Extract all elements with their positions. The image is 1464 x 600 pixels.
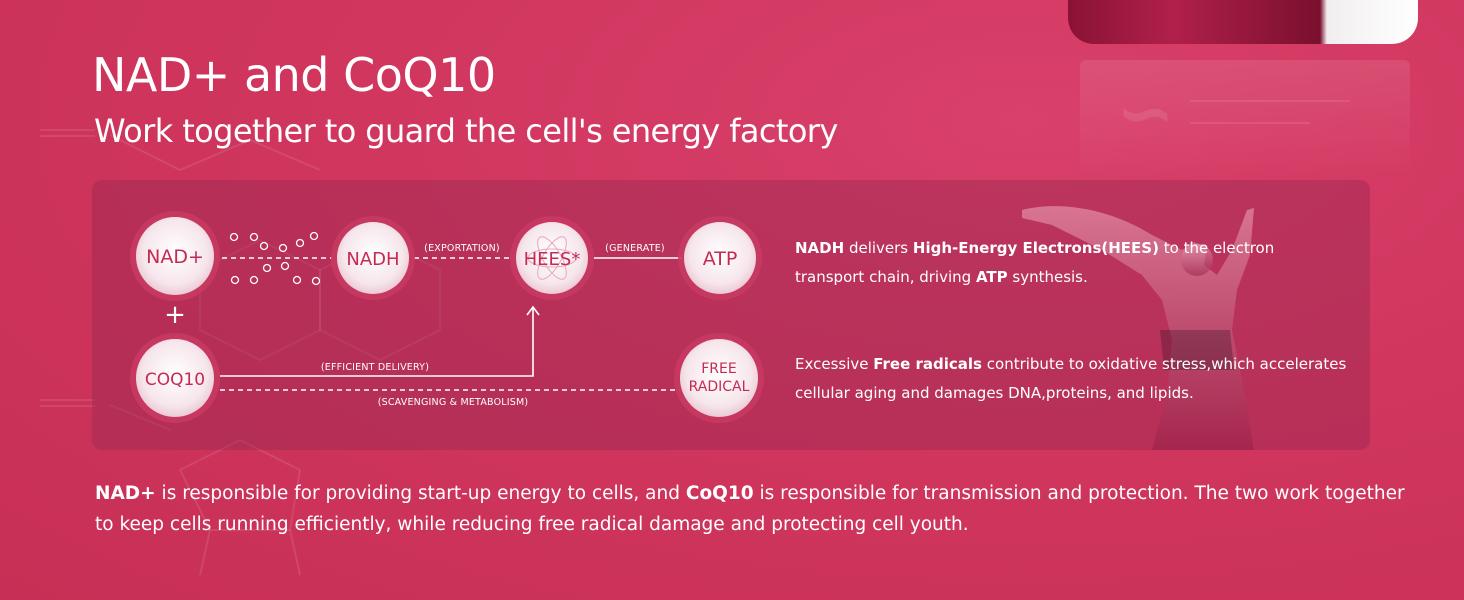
coq10-to-hees-arrowhead <box>526 305 540 316</box>
energy-pathway-diagram: NAD+ + COQ10 NADH HEES* ATP <box>130 211 764 423</box>
coq10-node: COQ10 <box>130 333 220 423</box>
atom-icon <box>527 236 577 280</box>
generate-label: (GENERATE) <box>605 243 665 254</box>
hees-node-label: HEES* <box>524 249 581 270</box>
coq10-node-label: COQ10 <box>145 370 205 390</box>
nadh-node-label: NADH <box>346 249 399 270</box>
page-subtitle: Work together to guard the cell's energy… <box>94 112 838 150</box>
atp-node: ATP <box>678 216 762 300</box>
diagram-panel: NAD+ + COQ10 NADH HEES* ATP <box>92 180 1370 450</box>
nad-node-label: NAD+ <box>146 246 204 268</box>
product-bottle <box>1068 0 1418 44</box>
page-title: NAD+ and CoQ10 <box>92 48 496 102</box>
nad-node: NAD+ <box>130 211 220 301</box>
free-radical-label-line1: FREE <box>701 361 736 377</box>
bottle-reflection: ∽ <box>1080 60 1410 180</box>
efficient-delivery-label: (EFFICIENT DELIVERY) <box>321 362 429 373</box>
nadh-description: NADH delivers High-Energy Electrons(HEES… <box>795 239 1275 286</box>
plus-sign: + <box>164 300 186 330</box>
free-radical-description: Excessive Free radicals contribute to ox… <box>795 355 1347 402</box>
coq10-to-hees-line <box>220 308 534 377</box>
dancer-image <box>1022 206 1254 450</box>
bottle-reflection-mark: ∽ <box>1116 72 1175 154</box>
exportation-label: (EXPORTATION) <box>424 243 500 254</box>
free-radical-label-line2: RADICAL <box>689 379 750 395</box>
scavenging-label: (SCAVENGING & METABOLISM) <box>378 397 529 408</box>
summary-text: NAD+ is responsible for providing start-… <box>95 483 1405 535</box>
nadh-node: NADH <box>331 216 415 300</box>
free-radical-node: FREE RADICAL <box>674 333 764 423</box>
hees-node: HEES* <box>510 216 594 300</box>
atp-node-label: ATP <box>703 248 738 270</box>
electron-dots <box>229 231 321 286</box>
